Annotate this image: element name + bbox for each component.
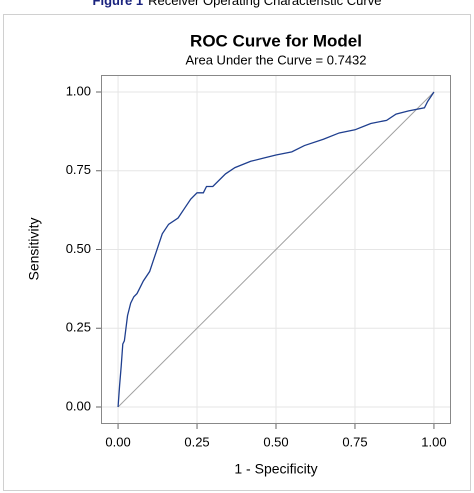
x-tick-label: 0.25 bbox=[184, 434, 209, 449]
x-tick-label: 0.75 bbox=[342, 434, 367, 449]
y-axis-label: Sensitivity bbox=[26, 217, 42, 280]
caption: Figure 1 Receiver Operating Characteristi… bbox=[93, 0, 382, 8]
x-tick-label: 1.00 bbox=[421, 434, 446, 449]
x-tick-label: 0.50 bbox=[263, 434, 288, 449]
plot-frame bbox=[101, 75, 451, 424]
figure-frame bbox=[3, 14, 471, 491]
figure-label: Figure 1 bbox=[93, 0, 144, 8]
y-tick-label: 0.25 bbox=[66, 320, 91, 335]
x-axis-label: 1 - Specificity bbox=[234, 461, 317, 477]
reference-line bbox=[117, 91, 435, 408]
plot-area: 0.00 0.25 0.50 0.75 1.00 0.00 0.25 0.50 0.75 1.00 bbox=[66, 75, 451, 449]
x-tick-label: 0.00 bbox=[105, 434, 130, 449]
chart-subtitle: Area Under the Curve = 0.7432 bbox=[185, 52, 366, 67]
chart-title: ROC Curve for Model bbox=[190, 31, 362, 50]
y-tick-label: 0.00 bbox=[66, 398, 91, 413]
roc-curve bbox=[117, 91, 435, 408]
y-tick-label: 0.50 bbox=[66, 241, 91, 256]
y-tick-label: 0.75 bbox=[66, 162, 91, 177]
y-tick-label: 1.00 bbox=[66, 83, 91, 98]
caption-text: Receiver Operating Characteristic Curve bbox=[148, 0, 381, 8]
